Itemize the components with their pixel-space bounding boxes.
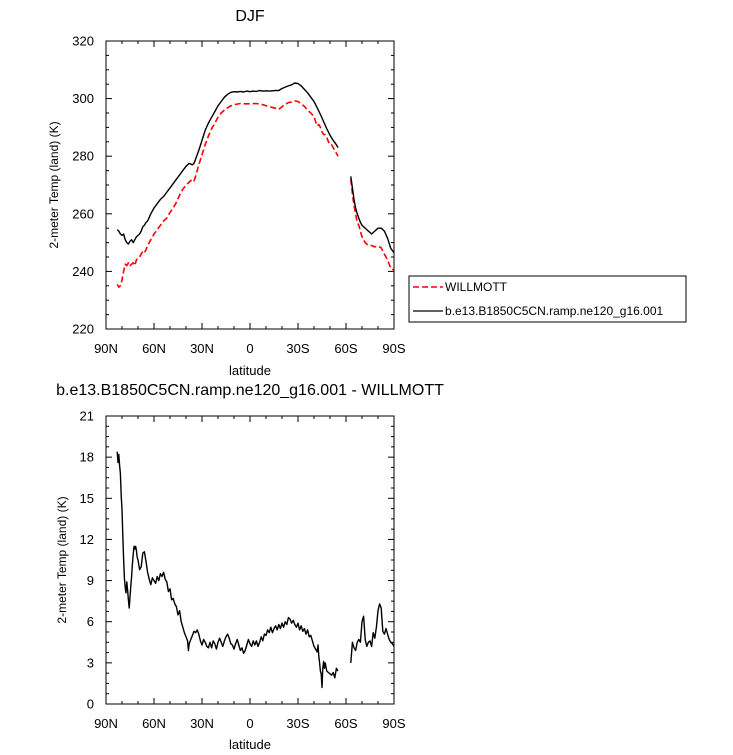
panel-bottom-x-tick-label: 60N xyxy=(142,716,166,731)
panel-top-y-tick-label: 300 xyxy=(72,91,94,106)
panel-top-x-tick-label: 60S xyxy=(334,341,357,356)
panel-bottom-y-tick-label: 6 xyxy=(87,614,94,629)
panel-top-title: DJF xyxy=(235,8,265,25)
panel-top-y-tick-label: 320 xyxy=(72,34,94,49)
panel-top-x-tick-label: 60N xyxy=(142,341,166,356)
panel-bottom-y-tick-label: 12 xyxy=(80,532,94,547)
legend: WILLMOTT b.e13.B1850C5CN.ramp.ne120_g16.… xyxy=(408,275,687,323)
panel-bottom-x-tick-label: 90S xyxy=(382,716,405,731)
panel-top-x-tick-label: 30N xyxy=(190,341,214,356)
panel-top-series-0-segment-1 xyxy=(350,179,395,271)
panel-top-y-axis-label: 2-meter Temp (land) (K) xyxy=(47,121,61,248)
panel-bottom-y-tick-label: 9 xyxy=(87,573,94,588)
panel-bottom-y-tick-label: 21 xyxy=(80,409,94,424)
panel-bottom-x-tick-label: 90N xyxy=(94,716,118,731)
panel-bottom-x-tick-label: 30N xyxy=(190,716,214,731)
panel-bottom-x-tick-labels: 90N 60N 30N 0 30S 60S 90S xyxy=(94,716,406,731)
panel-bottom-y-axis-label: 2-meter Temp (land) (K) xyxy=(55,496,69,623)
panel-top-y-tick-label: 280 xyxy=(72,149,94,164)
panel-top-x-tick-label: 90N xyxy=(94,341,118,356)
legend-label-willmott: WILLMOTT xyxy=(445,280,508,294)
panel-bottom-title: b.e13.B1850C5CN.ramp.ne120_g16.001 - WIL… xyxy=(56,382,444,399)
panel-bottom-y-tick-label: 15 xyxy=(80,491,94,506)
panel-bottom-lines xyxy=(116,451,395,689)
panel-top-y-tick-labels: 220 240 260 280 300 320 xyxy=(72,34,94,337)
panel-top-y-tick-label: 260 xyxy=(72,206,94,221)
legend-box xyxy=(408,275,687,323)
panel-bottom-x-tick-label: 30S xyxy=(286,716,309,731)
panel-bottom-series-0-segment-0 xyxy=(116,451,339,689)
panel-bottom-plot-frame xyxy=(105,415,395,705)
panel-top-x-axis-label: latitude xyxy=(229,363,271,378)
panel-top-series-1-segment-0 xyxy=(116,82,339,245)
panel-bottom-x-tick-label: 0 xyxy=(246,716,253,731)
panel-bottom: b.e13.B1850C5CN.ramp.ne120_g16.001 - WIL… xyxy=(55,382,444,752)
panel-top-lines xyxy=(116,82,395,289)
panel-bottom-x-tick-label: 60S xyxy=(334,716,357,731)
panel-bottom-y-tick-label: 18 xyxy=(80,450,94,465)
panel-top-x-tick-label: 90S xyxy=(382,341,405,356)
panel-top-x-tick-label: 30S xyxy=(286,341,309,356)
panel-top-y-tick-label: 220 xyxy=(72,322,94,337)
panel-top-series-1-segment-1 xyxy=(350,176,395,254)
panel-bottom-series-0-segment-1 xyxy=(350,603,395,663)
panel-bottom-y-tick-label: 0 xyxy=(87,697,94,712)
panel-bottom-x-axis-label: latitude xyxy=(229,737,271,752)
panel-top-x-tick-label: 0 xyxy=(246,341,253,356)
panel-top-plot-frame xyxy=(105,40,395,330)
legend-label-model: b.e13.B1850C5CN.ramp.ne120_g16.001 xyxy=(445,304,663,318)
panel-bottom-y-tick-label: 3 xyxy=(87,655,94,670)
panel-top-x-tick-labels: 90N 60N 30N 0 30S 60S 90S xyxy=(94,341,406,356)
panel-bottom-y-tick-labels: 0 3 6 9 12 15 18 21 xyxy=(80,409,94,712)
panel-top-series-0-segment-0 xyxy=(116,100,339,289)
panel-top-y-tick-label: 240 xyxy=(72,264,94,279)
